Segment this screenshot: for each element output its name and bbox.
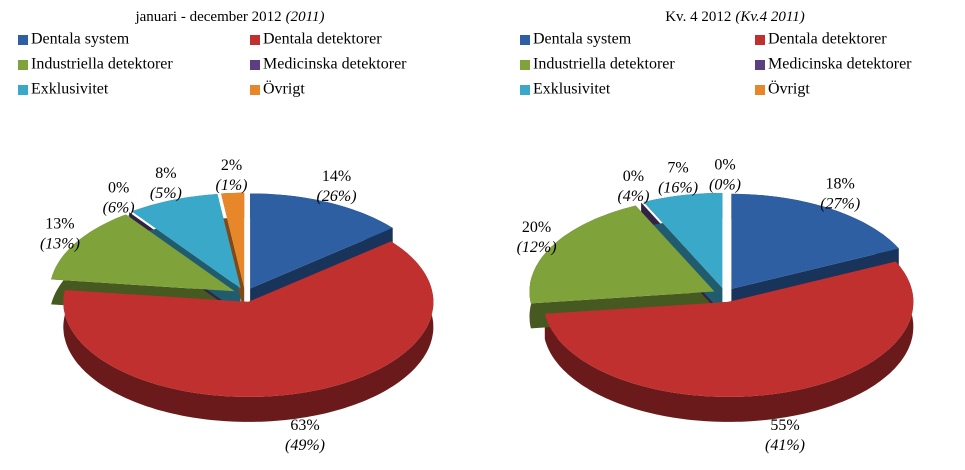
legend-swatch [250, 60, 260, 70]
data-label: 0% [714, 157, 735, 174]
data-label: 18% [826, 175, 855, 192]
slice [129, 212, 238, 290]
legend-label: Medicinska detektorer [263, 56, 407, 73]
legend-label: Dentala system [533, 31, 632, 48]
compare-label: (6%) [103, 200, 135, 217]
compare-label: (16%) [658, 180, 698, 197]
legend-label: Dentala detektorer [768, 31, 887, 48]
data-label: 63% [290, 417, 319, 434]
title-main: januari - december 2012 [134, 9, 281, 25]
slice [221, 192, 245, 288]
legend-swatch [18, 60, 28, 70]
compare-label: (12%) [517, 239, 557, 256]
data-label: 2% [221, 157, 242, 174]
legend-label: Övrigt [263, 80, 305, 98]
legend-swatch [250, 85, 260, 95]
title-compare: (2011) [286, 9, 325, 25]
slice [131, 194, 241, 289]
compare-label: (1%) [216, 177, 248, 194]
slice [63, 241, 434, 397]
data-label: 13% [45, 216, 74, 233]
compare-label: (5%) [150, 185, 182, 202]
legend-label: Exklusivitet [31, 81, 109, 98]
slice [544, 261, 914, 397]
data-label: 20% [522, 219, 551, 236]
legend-label: Dentala detektorer [263, 31, 382, 48]
legend-swatch [520, 35, 530, 45]
compare-label: (41%) [765, 437, 805, 454]
slice [250, 193, 393, 289]
slice [51, 214, 235, 292]
legend-label: Industriella detektorer [533, 56, 675, 73]
legend-swatch [18, 85, 28, 95]
legend-label: Övrigt [768, 80, 810, 98]
legend-swatch [520, 60, 530, 70]
data-label: 7% [667, 160, 688, 177]
compare-label: (49%) [285, 437, 325, 454]
chart-title: januari - december 2012 (2011) [134, 9, 324, 25]
legend-swatch [250, 35, 260, 45]
compare-label: (13%) [40, 236, 80, 253]
compare-label: (26%) [317, 188, 357, 205]
data-label: 8% [155, 165, 176, 182]
data-label: 14% [322, 168, 351, 185]
slice [731, 193, 899, 289]
legend-label: Medicinska detektorer [768, 56, 912, 73]
legend-swatch [755, 60, 765, 70]
title-compare: (Kv.4 2011) [735, 9, 804, 25]
legend-label: Exklusivitet [533, 81, 611, 98]
legend-swatch [18, 35, 28, 45]
compare-label: (0%) [709, 177, 741, 194]
legend-swatch [520, 85, 530, 95]
legend-swatch [755, 35, 765, 45]
data-label: 55% [770, 417, 799, 434]
compare-label: (4%) [617, 188, 649, 205]
legend-swatch [755, 85, 765, 95]
legend-label: Dentala system [31, 31, 130, 48]
chart-title: Kv. 4 2012 (Kv.4 2011) [665, 9, 805, 25]
legend-label: Industriella detektorer [31, 56, 173, 73]
data-label: 0% [623, 168, 644, 185]
slice [529, 205, 715, 304]
slice [643, 193, 723, 288]
title-main: Kv. 4 2012 [665, 9, 731, 25]
compare-label: (27%) [820, 195, 860, 212]
data-label: 0% [108, 180, 129, 197]
